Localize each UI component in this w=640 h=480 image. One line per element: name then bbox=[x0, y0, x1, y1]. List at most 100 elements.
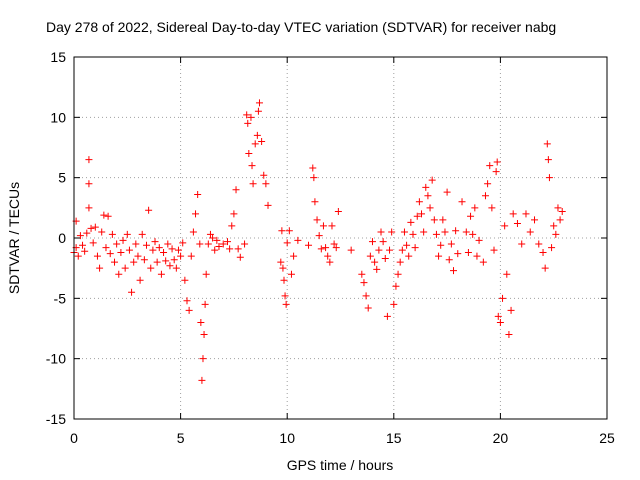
y-tick-label: -10 bbox=[46, 351, 66, 367]
data-point-plus bbox=[394, 270, 402, 278]
data-point-plus bbox=[281, 292, 289, 300]
x-tick-label: 20 bbox=[493, 430, 509, 446]
data-point-plus bbox=[254, 107, 262, 115]
data-point-plus bbox=[168, 245, 176, 253]
y-axis-label: SDTVAR / TECUs bbox=[6, 182, 22, 294]
data-point-plus bbox=[185, 306, 193, 314]
x-tick-label: 0 bbox=[70, 430, 78, 446]
x-axis-label: GPS time / hours bbox=[287, 457, 394, 473]
data-points bbox=[70, 99, 566, 384]
data-point-plus bbox=[505, 331, 513, 339]
data-point-plus bbox=[503, 270, 511, 278]
data-point-plus bbox=[488, 204, 496, 212]
data-point-plus bbox=[147, 264, 155, 272]
data-point-plus bbox=[155, 244, 163, 252]
plot-frame bbox=[73, 56, 608, 420]
data-point-plus bbox=[513, 220, 521, 228]
data-point-plus bbox=[228, 222, 236, 230]
data-point-plus bbox=[260, 171, 268, 179]
data-point-plus bbox=[371, 258, 379, 266]
data-point-plus bbox=[481, 192, 489, 200]
data-point-plus bbox=[249, 180, 257, 188]
data-point-plus bbox=[388, 228, 396, 236]
data-point-plus bbox=[226, 245, 234, 253]
data-point-plus bbox=[392, 282, 400, 290]
data-point-plus bbox=[196, 240, 204, 248]
data-point-plus bbox=[486, 162, 494, 170]
data-point-plus bbox=[117, 248, 125, 256]
y-tick-label: 10 bbox=[50, 109, 66, 125]
data-point-plus bbox=[334, 207, 342, 215]
data-point-plus bbox=[85, 204, 93, 212]
data-point-plus bbox=[166, 262, 174, 270]
data-point-plus bbox=[305, 241, 313, 249]
data-point-plus bbox=[201, 300, 209, 308]
data-point-plus bbox=[332, 244, 340, 252]
data-point-plus bbox=[494, 312, 502, 320]
data-point-plus bbox=[255, 99, 263, 107]
data-point-plus bbox=[396, 258, 404, 266]
data-point-plus bbox=[432, 230, 440, 238]
data-point-plus bbox=[128, 288, 136, 296]
data-point-plus bbox=[322, 244, 330, 252]
data-point-plus bbox=[390, 300, 398, 308]
data-point-plus bbox=[469, 230, 477, 238]
data-point-plus bbox=[313, 216, 321, 224]
data-point-plus bbox=[200, 331, 208, 339]
data-point-plus bbox=[462, 228, 470, 236]
data-point-plus bbox=[247, 113, 255, 121]
data-point-plus bbox=[409, 230, 417, 238]
data-point-plus bbox=[136, 276, 144, 284]
data-point-plus bbox=[85, 156, 93, 164]
data-point-plus bbox=[398, 246, 406, 254]
data-point-plus bbox=[115, 270, 123, 278]
data-point-plus bbox=[499, 294, 507, 302]
data-point-plus bbox=[138, 230, 146, 238]
grid bbox=[74, 57, 607, 419]
data-point-plus bbox=[430, 216, 438, 224]
data-point-plus bbox=[132, 240, 140, 248]
data-point-plus bbox=[479, 258, 487, 266]
data-point-plus bbox=[199, 355, 207, 363]
data-point-plus bbox=[285, 227, 293, 235]
data-point-plus bbox=[424, 192, 432, 200]
axis-ticks: 0 5 10 15 20 25 -15 -10 -5 0 5 10 15 bbox=[46, 49, 615, 446]
data-point-plus bbox=[552, 230, 560, 238]
data-point-plus bbox=[362, 292, 370, 300]
data-point-plus bbox=[76, 232, 84, 240]
data-point-plus bbox=[93, 252, 101, 260]
data-point-plus bbox=[187, 252, 195, 260]
data-point-plus bbox=[96, 264, 104, 272]
data-point-plus bbox=[543, 140, 551, 148]
data-point-plus bbox=[467, 212, 475, 220]
data-point-plus bbox=[407, 218, 415, 226]
data-point-plus bbox=[473, 252, 481, 260]
data-point-plus bbox=[283, 239, 291, 247]
data-point-plus bbox=[360, 279, 368, 287]
data-point-plus bbox=[518, 240, 526, 248]
data-point-plus bbox=[509, 210, 517, 218]
data-point-plus bbox=[215, 242, 223, 250]
data-point-plus bbox=[104, 212, 112, 220]
data-point-plus bbox=[262, 180, 270, 188]
data-point-plus bbox=[556, 216, 564, 224]
data-point-plus bbox=[258, 137, 266, 145]
data-point-plus bbox=[471, 204, 479, 212]
y-tick-label: 15 bbox=[50, 49, 66, 65]
x-tick-label: 15 bbox=[386, 430, 402, 446]
data-point-plus bbox=[386, 246, 394, 254]
data-point-plus bbox=[280, 276, 288, 284]
data-point-plus bbox=[209, 234, 217, 242]
data-point-plus bbox=[426, 204, 434, 212]
data-point-plus bbox=[294, 236, 302, 244]
data-point-plus bbox=[123, 230, 131, 238]
data-point-plus bbox=[368, 238, 376, 246]
data-point-plus bbox=[309, 164, 317, 172]
data-point-plus bbox=[464, 248, 472, 256]
data-point-plus bbox=[383, 312, 391, 320]
data-point-plus bbox=[245, 150, 253, 158]
data-point-plus bbox=[119, 236, 127, 244]
data-point-plus bbox=[531, 216, 539, 224]
data-point-plus bbox=[87, 224, 95, 232]
